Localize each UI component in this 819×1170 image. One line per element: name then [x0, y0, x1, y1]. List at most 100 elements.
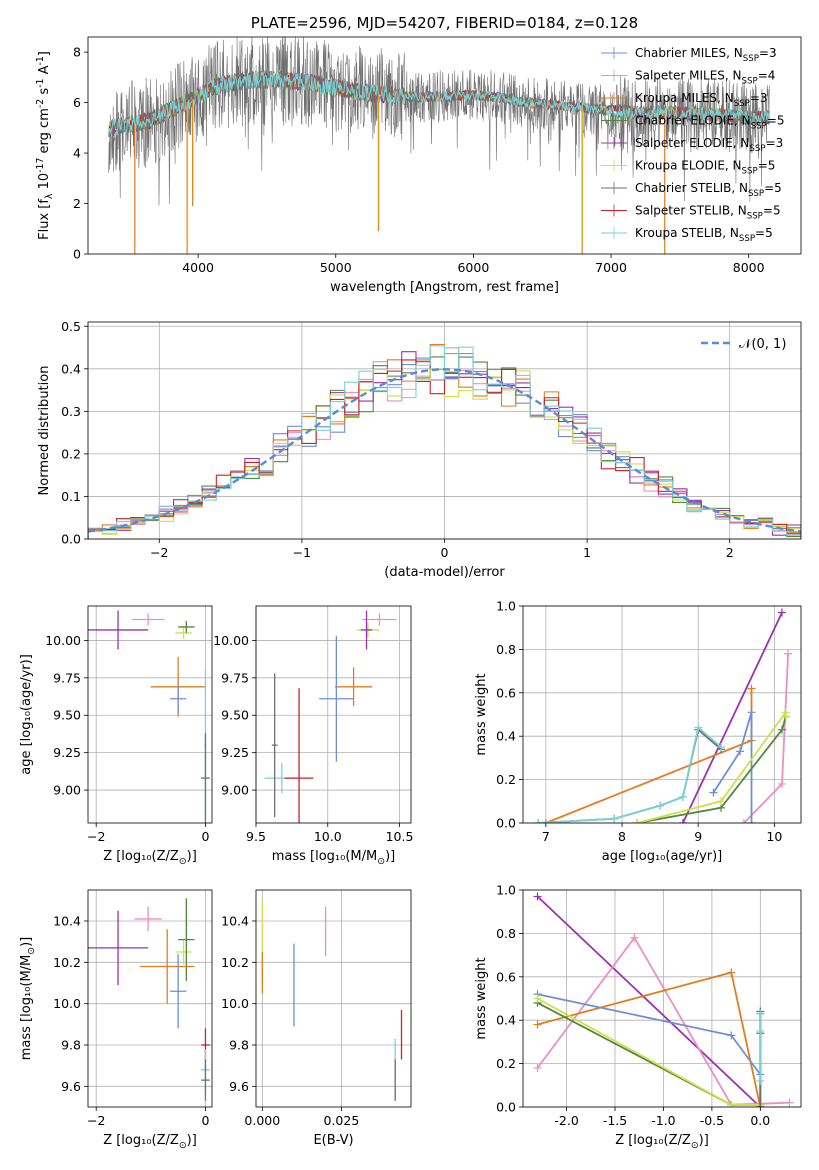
weight_vs_age-marker: [633, 819, 642, 823]
weight_vs_age-marker: [717, 743, 726, 752]
mass_vs_Z-xtick-label: 0: [201, 1113, 209, 1128]
age_vs_mass-ytick-label: 9.50: [221, 708, 249, 723]
mass_vs_Z-ytick-label: 9.6: [61, 1079, 81, 1094]
weight_vs_Z-xtick-label: -1.0: [651, 1113, 675, 1128]
mass_vs_ebv-ytick-label: 10.4: [221, 914, 249, 929]
mass_vs_ebv-ytick-label: 10.2: [221, 955, 249, 970]
weight_vs_age-line-3: [637, 716, 787, 823]
weight_vs_age-ytick-label: 0.6: [496, 685, 516, 700]
residuals-ytick-label: 0.4: [61, 361, 81, 376]
residuals-ytick-label: 0.5: [61, 319, 81, 334]
weight_vs_Z-marker: [756, 1027, 765, 1036]
age_vs_Z-frame: [87, 605, 213, 824]
age_vs_mass-ytick-label: 9.00: [221, 783, 249, 798]
residuals-xtick-label: −1: [293, 545, 311, 560]
weight_vs_Z-line-2: [537, 971, 762, 1107]
weight_vs_age-ytick-label: 0.0: [496, 816, 516, 831]
residuals-xtick-label: 2: [726, 545, 734, 560]
weight_vs_age-line-8: [538, 725, 722, 823]
weight_vs_age-line-4: [682, 612, 783, 823]
residuals-xtick-label: −2: [150, 545, 168, 560]
weight_vs_Z-marker: [533, 994, 542, 1003]
mass_vs_Z-ylabel: mass [log₁₀(M/M⊙)]: [19, 937, 37, 1061]
spectrum-ytick-label: 4: [73, 146, 81, 161]
spectrum-legend-label: Salpeter MILES, NSSP=4: [635, 69, 775, 87]
age_vs_mass-frame: [255, 605, 412, 824]
spectrum-legend-label: Kroupa MILES, NSSP=3: [635, 91, 768, 109]
mass_vs_Z-frame: [87, 889, 213, 1108]
spectrum-legend-label: Salpeter STELIB, NSSP=5: [635, 204, 781, 222]
weight_vs_Z-ylabel: mass weight: [474, 957, 489, 1039]
weight_vs_Z-line-0: [537, 993, 762, 1107]
residuals-xlabel: (data-model)/error: [384, 565, 505, 580]
mass_vs_Z-ytick-label: 10.4: [53, 914, 81, 929]
weight_vs_Z-marker: [756, 1009, 765, 1018]
mass_vs_Z-ytick-label: 10.2: [53, 955, 81, 970]
weight_vs_age-marker: [777, 725, 786, 734]
age_vs_Z-ytick-label: 10.00: [45, 633, 81, 648]
weight_vs_Z-marker: [727, 968, 736, 977]
spectrum-xtick-label: 5000: [320, 260, 352, 275]
age_vs_Z-xtick-label: −2: [87, 829, 105, 844]
spectrum-xtick-label: 6000: [457, 260, 489, 275]
weight_vs_age-marker: [777, 608, 786, 617]
age_vs_Z-ylabel: age [log₁₀(age/yr)]: [19, 654, 34, 775]
age_vs_mass-xlabel: mass [log₁₀(M/M⊙)]: [272, 849, 396, 867]
weight_vs_Z-marker: [727, 1100, 736, 1107]
weight_vs_age-marker: [747, 819, 756, 823]
spectrum-legend-label: Chabrier STELIB, NSSP=5: [635, 181, 782, 199]
weight_vs_Z-marker: [785, 1098, 794, 1107]
spectrum-line-6: [108, 37, 770, 206]
mass_vs_ebv-ytick-label: 9.8: [229, 1038, 249, 1053]
mass_vs_ebv-ytick-label: 10.0: [221, 996, 249, 1011]
mass_vs_ebv-plot-area: [261, 900, 403, 1101]
weight_vs_age-marker: [781, 712, 790, 721]
weight_vs_age-marker: [736, 747, 745, 756]
residuals-xtick-label: 1: [583, 545, 591, 560]
weight_vs_Z-ytick-label: 0.4: [496, 1013, 516, 1028]
age_vs_Z-xlabel: Z [log₁₀(Z/Z⊙)]: [103, 849, 197, 867]
residuals-ytick-label: 0.2: [61, 446, 81, 461]
weight_vs_age-xtick-label: 7: [542, 829, 550, 844]
mass_vs_ebv-frame: [255, 889, 412, 1108]
weight_vs_Z-marker: [756, 1076, 765, 1085]
spectrum-legend-label: Chabrier ELODIE, NSSP=5: [635, 114, 784, 132]
residuals-ytick-label: 0.3: [61, 404, 81, 419]
weight_vs_age-ylabel: mass weight: [474, 673, 489, 755]
age_vs_mass-ytick-label: 9.75: [221, 670, 249, 685]
mass_vs_ebv-ytick-label: 9.6: [229, 1079, 249, 1094]
weight_vs_Z-xtick-label: -1.5: [603, 1113, 627, 1128]
weight_vs_age-marker: [747, 708, 756, 717]
weight_vs_Z-xtick-label: 0.0: [750, 1113, 770, 1128]
weight_vs_Z-plot-area: [533, 892, 794, 1107]
weight_vs_age-marker: [541, 819, 550, 823]
residuals-ylabel: Normed distribution: [37, 366, 52, 496]
mass_vs_Z-xlabel: Z [log₁₀(Z/Z⊙)]: [103, 1133, 197, 1151]
spectrum-xtick-label: 7000: [595, 260, 627, 275]
weight_vs_Z-xtick-label: -0.5: [700, 1113, 724, 1128]
weight_vs_age-xtick-label: 9: [694, 829, 702, 844]
age_vs_mass-ytick-label: 10.00: [213, 633, 249, 648]
weight_vs_Z-ytick-label: 0.6: [496, 969, 516, 984]
weight_vs_age-marker: [717, 797, 726, 806]
mass_vs_Z-ytick-label: 9.8: [61, 1038, 81, 1053]
spectrum-legend-label: Chabrier MILES, NSSP=3: [635, 46, 777, 64]
weight_vs_Z-marker: [756, 1103, 765, 1107]
mass_vs_ebv-xlabel: E(B-V): [313, 1133, 353, 1148]
age_vs_Z-plot-area: [88, 610, 210, 823]
weight_vs_age-ytick-label: 1.0: [496, 599, 516, 614]
spectrum-ytick-label: 0: [73, 247, 81, 262]
spectrum-legend-label: Kroupa ELODIE, NSSP=5: [635, 159, 775, 177]
age_vs_Z-xtick-label: 0: [201, 829, 209, 844]
weight_vs_Z-ytick-label: 1.0: [496, 883, 516, 898]
weight_vs_age-marker: [739, 819, 748, 823]
residuals-ytick-label: 0.0: [61, 532, 81, 547]
weight_vs_Z-xtick-label: -2.0: [554, 1113, 578, 1128]
residuals-ytick-label: 0.1: [61, 489, 81, 504]
residuals-plot-area: [88, 344, 801, 539]
weight_vs_age-marker: [784, 649, 793, 658]
residuals-legend-label: 𝒩(0, 1): [739, 337, 786, 352]
weight_vs_age-xlabel: age [log₁₀(age/yr)]: [602, 849, 723, 864]
mass_vs_ebv-xtick-label: 0.025: [324, 1113, 360, 1128]
